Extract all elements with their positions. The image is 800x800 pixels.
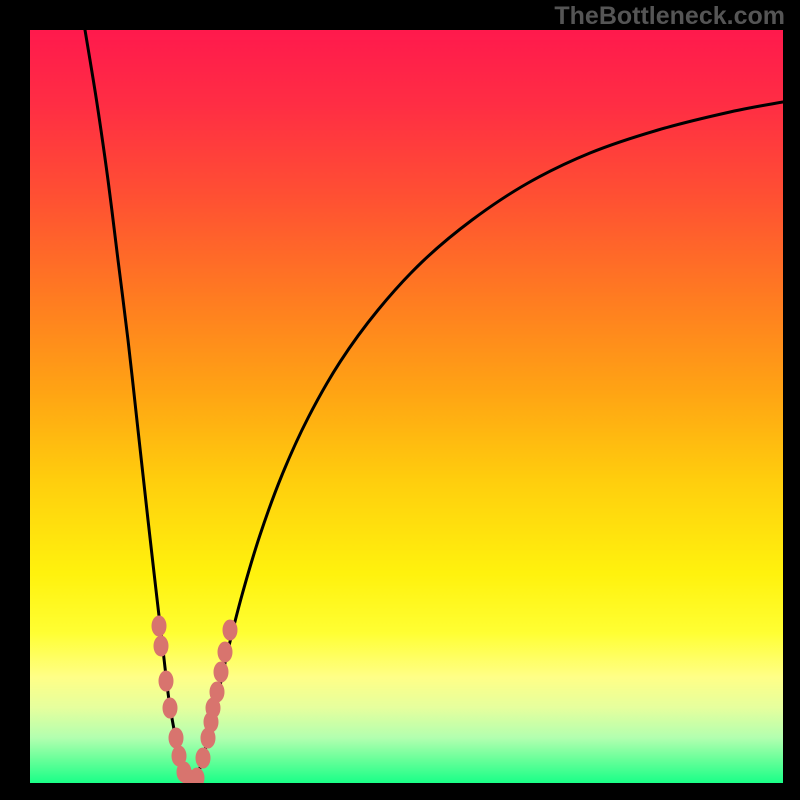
marker-group bbox=[152, 616, 237, 783]
data-marker bbox=[159, 671, 173, 691]
data-marker bbox=[218, 642, 232, 662]
right-curve bbox=[198, 102, 783, 774]
watermark-text: TheBottleneck.com bbox=[554, 2, 785, 31]
curve-overlay bbox=[30, 30, 783, 783]
left-curve bbox=[85, 30, 198, 783]
data-marker bbox=[214, 662, 228, 682]
data-marker bbox=[190, 768, 204, 783]
data-marker bbox=[152, 616, 166, 636]
data-marker bbox=[163, 698, 177, 718]
data-marker bbox=[154, 636, 168, 656]
data-marker bbox=[223, 620, 237, 640]
chart-container: TheBottleneck.com bbox=[0, 0, 800, 800]
data-marker bbox=[196, 748, 210, 768]
data-marker bbox=[169, 728, 183, 748]
plot-area bbox=[30, 30, 783, 783]
data-marker bbox=[210, 682, 224, 702]
